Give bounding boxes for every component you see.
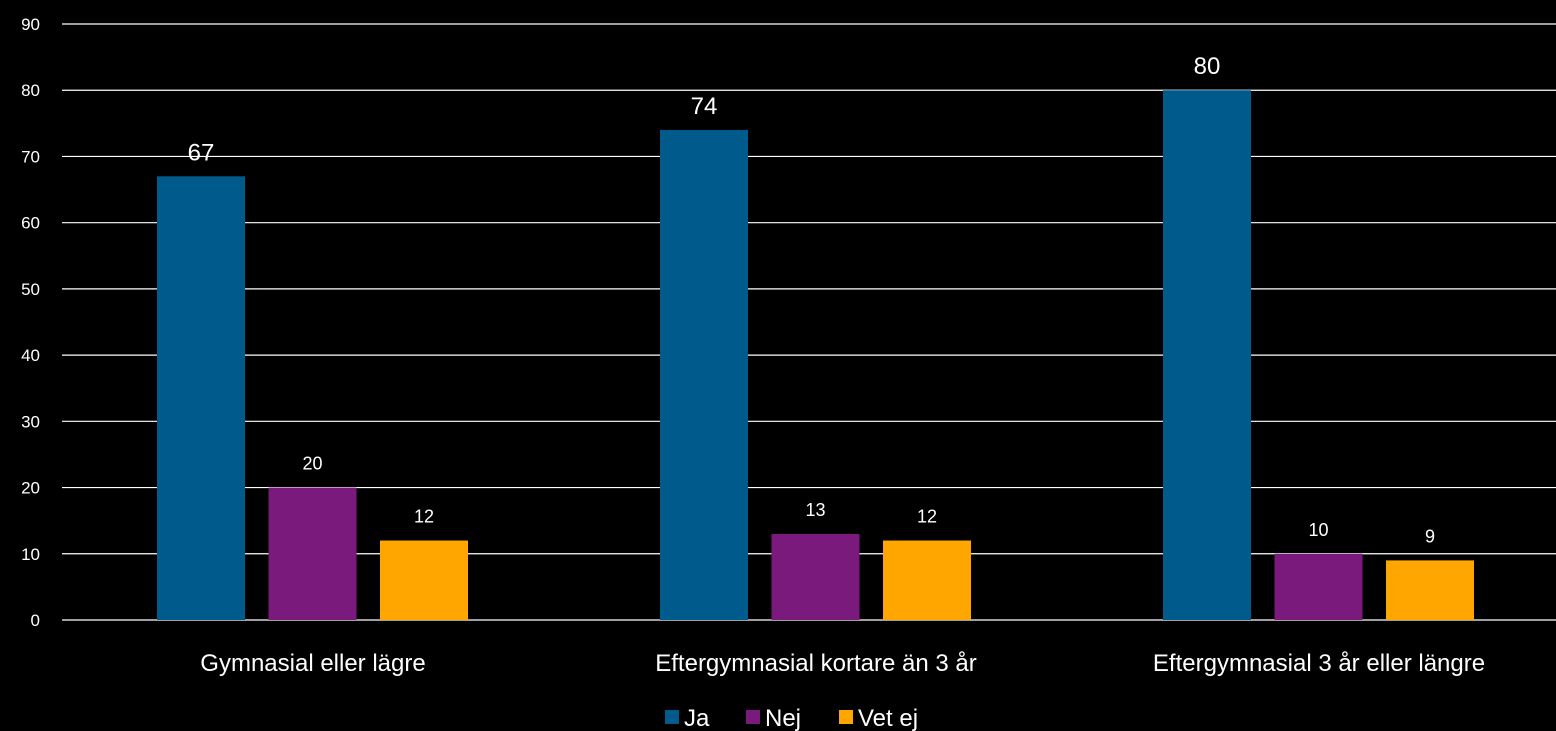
data-label: 12 <box>917 507 937 527</box>
bar-nej <box>771 533 860 620</box>
data-label: 10 <box>1308 520 1328 540</box>
bar-ja <box>660 129 748 620</box>
legend-label: Vet ej <box>858 705 918 731</box>
legend: Ja Nej Vet ej <box>665 705 918 731</box>
bar-vet-ej <box>883 540 971 620</box>
y-tick-label: 80 <box>21 81 40 100</box>
data-label: 74 <box>691 93 718 120</box>
legend-swatch <box>839 710 853 724</box>
bar-vet-ej <box>1386 560 1474 620</box>
data-label: 80 <box>1194 53 1221 80</box>
legend-label: Ja <box>684 705 710 731</box>
legend-item: Nej <box>746 705 801 731</box>
x-category-label: Eftergymnasial 3 år eller längre <box>1153 650 1485 677</box>
x-axis-categories: Gymnasial eller lägre Eftergymnasial kort… <box>200 650 1485 677</box>
legend-item: Ja <box>665 705 710 731</box>
bars <box>157 90 1474 621</box>
bar-vet-ej <box>380 540 468 620</box>
x-category-label: Gymnasial eller lägre <box>200 650 425 677</box>
y-tick-label: 20 <box>21 479 40 498</box>
data-label: 67 <box>188 139 215 166</box>
x-category-label: Eftergymnasial kortare än 3 år <box>655 650 976 677</box>
y-tick-label: 90 <box>21 15 40 34</box>
bar-nej <box>1274 553 1363 620</box>
data-label: 20 <box>302 454 322 474</box>
y-tick-label: 60 <box>21 214 40 233</box>
y-tick-label: 70 <box>21 147 40 166</box>
bar-nej <box>268 487 357 620</box>
y-tick-label: 40 <box>21 346 40 365</box>
y-axis-ticks: 0 10 20 30 40 50 60 70 80 90 <box>21 15 40 630</box>
bar-ja <box>1163 90 1251 620</box>
y-tick-label: 50 <box>21 280 40 299</box>
legend-swatch <box>665 710 679 724</box>
y-tick-label: 30 <box>21 412 40 431</box>
y-tick-label: 10 <box>21 545 40 564</box>
data-label: 12 <box>414 507 434 527</box>
legend-swatch <box>746 710 760 724</box>
legend-item: Vet ej <box>839 705 918 731</box>
data-labels: 67 74 80 20 13 10 12 12 9 <box>188 53 1435 546</box>
legend-label: Nej <box>765 705 801 731</box>
data-label: 13 <box>805 500 825 520</box>
data-label: 9 <box>1425 526 1435 546</box>
bar-ja <box>157 176 245 621</box>
y-tick-label: 0 <box>31 611 40 630</box>
